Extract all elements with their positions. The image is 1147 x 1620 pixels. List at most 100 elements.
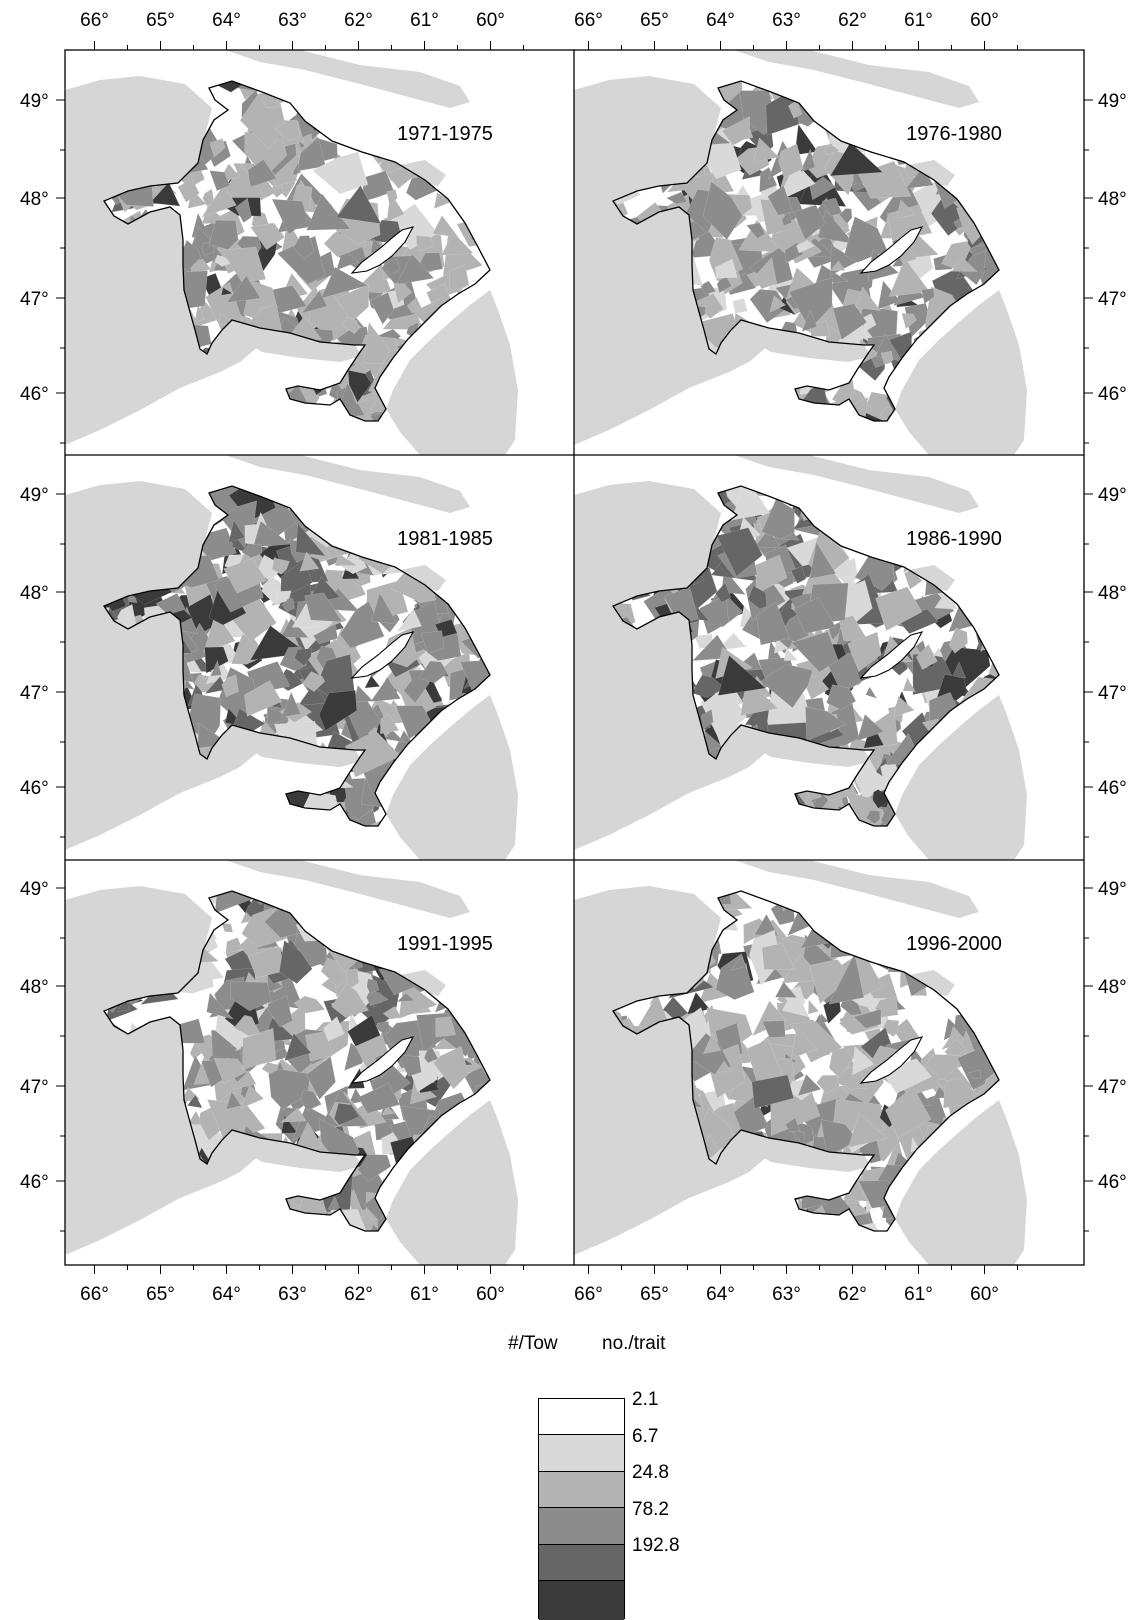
land-mass <box>574 481 769 850</box>
island-outline <box>350 226 415 274</box>
lat-tick-label: 48° <box>20 583 49 604</box>
lon-tick-label: 66° <box>574 1284 603 1305</box>
lon-tick-label: 62° <box>838 10 867 31</box>
legend-break-label: 24.8 <box>632 1462 669 1483</box>
lat-tick-label: 48° <box>1098 583 1127 604</box>
island-outline <box>350 1036 415 1084</box>
gulf-coastline <box>103 485 491 827</box>
gulf-coastline <box>103 890 491 1232</box>
land-mass <box>232 1130 362 1172</box>
lat-tick-label: 49° <box>20 879 49 900</box>
lon-tick-label: 64° <box>212 1284 241 1305</box>
lat-tick-label: 49° <box>1098 485 1127 506</box>
land-mass <box>225 860 470 918</box>
period-label: 1996-2000 <box>906 933 1002 955</box>
lat-tick-label: 48° <box>20 189 49 210</box>
axis-ticks <box>56 41 1093 1274</box>
land-mass <box>734 50 979 108</box>
lon-tick-label: 60° <box>970 10 999 31</box>
legend-swatch <box>539 1581 624 1620</box>
lon-tick-label: 65° <box>146 1284 175 1305</box>
gulf-coastline <box>103 80 491 422</box>
lat-tick-label: 47° <box>20 289 49 310</box>
lon-tick-label: 66° <box>80 1284 109 1305</box>
lat-tick-label: 47° <box>1098 1077 1127 1098</box>
lon-tick-label: 63° <box>278 1284 307 1305</box>
lat-tick-label: 47° <box>1098 683 1127 704</box>
legend-swatch <box>539 1472 624 1508</box>
lat-tick-label: 49° <box>20 485 49 506</box>
lon-tick-label: 66° <box>80 10 109 31</box>
lat-tick-label: 48° <box>1098 189 1127 210</box>
period-label: 1971-1975 <box>397 123 493 145</box>
lat-tick-label: 46° <box>20 1172 49 1193</box>
land-mass <box>225 455 470 513</box>
land-mass <box>574 76 769 445</box>
legend-break-label: 78.2 <box>632 1499 669 1520</box>
legend-unit-en: #/Tow <box>508 1333 558 1354</box>
legend-break-label: 6.7 <box>632 1426 659 1447</box>
axis-labels: 66° 66° 65° 65° 64° 64° 63° 63° 62° 62° 61° 61° 60° 6… <box>20 10 1127 1305</box>
legend-swatch <box>539 1399 624 1435</box>
lat-tick-label: 48° <box>1098 977 1127 998</box>
legend-swatch <box>539 1508 624 1545</box>
lat-tick-label: 47° <box>20 683 49 704</box>
land-mass <box>386 695 518 860</box>
land-mass <box>734 860 979 918</box>
gulf-coastline <box>612 890 1000 1232</box>
lat-tick-label: 49° <box>20 91 49 112</box>
lon-tick-label: 66° <box>574 10 603 31</box>
land-mass <box>574 886 769 1255</box>
map-panel: 1986-1990 <box>574 455 1083 860</box>
lon-tick-label: 65° <box>146 10 175 31</box>
period-label: 1981-1985 <box>397 528 493 550</box>
legend-swatch <box>539 1435 624 1472</box>
lat-tick-label: 49° <box>1098 879 1127 900</box>
map-panel: 1981-1985 <box>65 455 574 860</box>
gulf-coastline <box>612 485 1000 827</box>
land-mass <box>232 725 362 767</box>
map-panel: 1976-1980 <box>574 50 1083 455</box>
lat-tick-label: 46° <box>20 384 49 405</box>
legend-swatch <box>539 1545 624 1581</box>
lat-tick-label: 48° <box>20 977 49 998</box>
legend-break-label: 2.1 <box>632 1389 659 1410</box>
land-mass <box>232 320 362 362</box>
land-mass <box>65 76 260 445</box>
land-mass <box>734 455 979 513</box>
period-label: 1976-1980 <box>906 123 1002 145</box>
legend-unit-fr: no./trait <box>602 1333 666 1354</box>
island-outline <box>859 1036 924 1084</box>
lon-tick-label: 65° <box>640 10 669 31</box>
lon-tick-label: 60° <box>476 10 505 31</box>
lon-tick-label: 64° <box>706 1284 735 1305</box>
lon-tick-label: 61° <box>904 1284 933 1305</box>
legend-swatches <box>538 1398 625 1620</box>
lon-tick-label: 63° <box>772 1284 801 1305</box>
island-outline <box>859 631 924 679</box>
lon-tick-label: 63° <box>278 10 307 31</box>
lon-tick-label: 60° <box>970 1284 999 1305</box>
land-mass <box>65 886 260 1255</box>
lon-tick-label: 61° <box>410 1284 439 1305</box>
lon-tick-label: 61° <box>410 10 439 31</box>
land-mass <box>895 290 1027 455</box>
lon-tick-label: 64° <box>212 10 241 31</box>
gulf-coastline <box>612 80 1000 422</box>
lon-tick-label: 64° <box>706 10 735 31</box>
period-label: 1986-1990 <box>906 528 1002 550</box>
land-mass <box>895 1100 1027 1265</box>
map-panels: 1971-1975 1976-1980 1981-1985 1986-1990 1991… <box>65 50 1083 1265</box>
lat-tick-label: 46° <box>1098 1172 1127 1193</box>
lat-tick-label: 49° <box>1098 91 1127 112</box>
land-mass <box>741 320 871 362</box>
map-panel: 1991-1995 <box>65 860 574 1265</box>
lat-tick-label: 46° <box>1098 384 1127 405</box>
map-panel: 1996-2000 <box>574 860 1083 1265</box>
land-mass <box>386 290 518 455</box>
lon-tick-label: 65° <box>640 1284 669 1305</box>
lat-tick-label: 47° <box>20 1077 49 1098</box>
lon-tick-label: 61° <box>904 10 933 31</box>
land-mass <box>895 695 1027 860</box>
